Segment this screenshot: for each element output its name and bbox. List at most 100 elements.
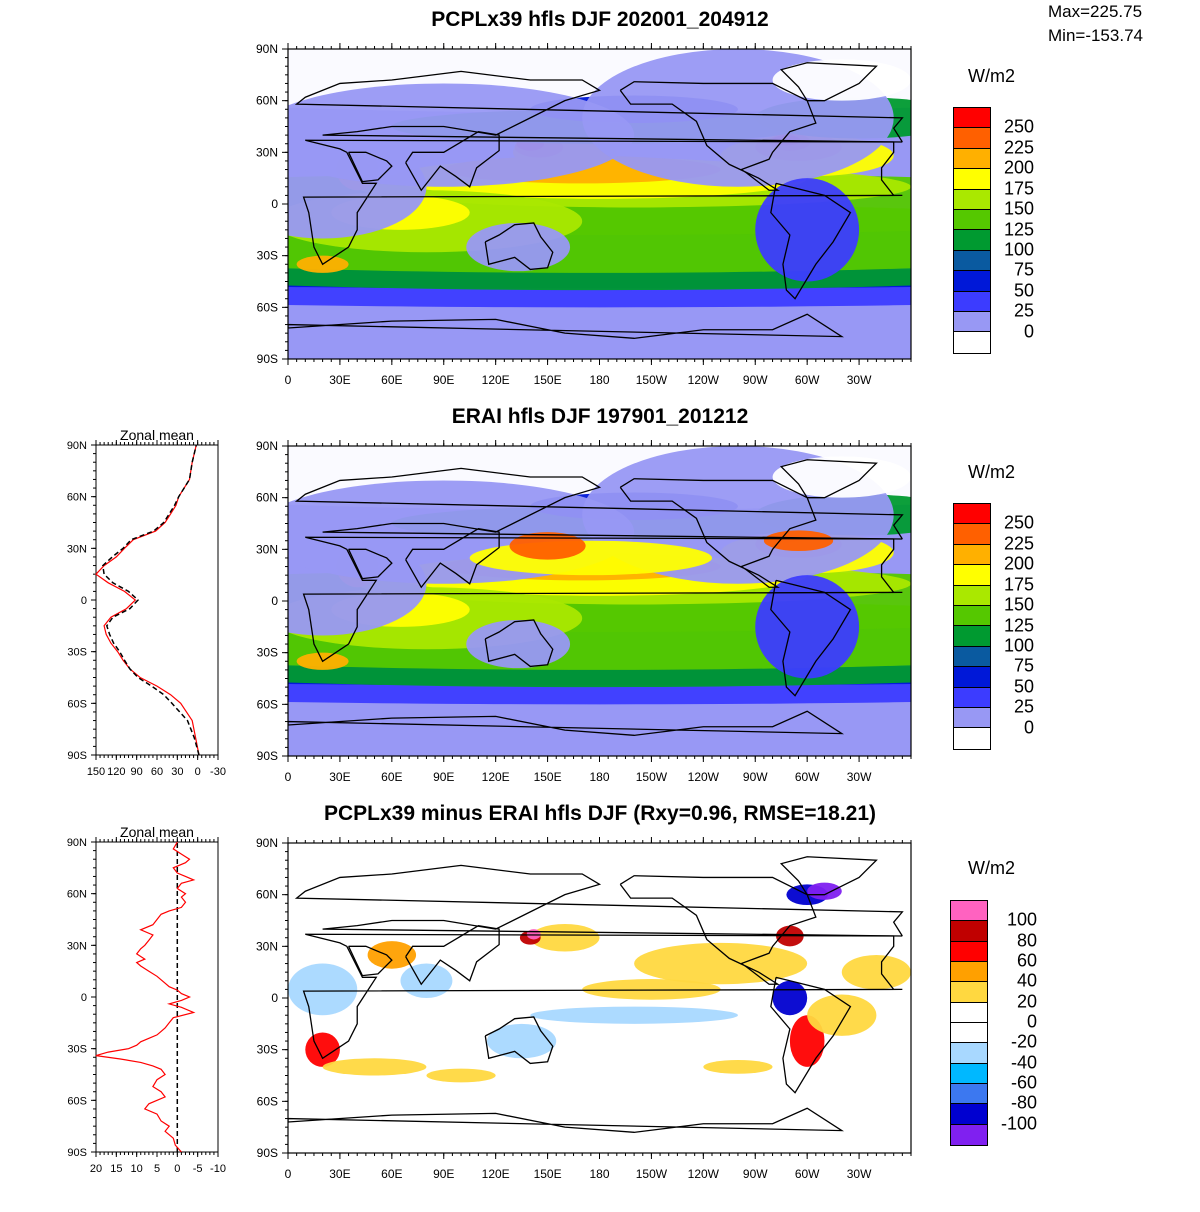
zonal-x-label: 5: [154, 1163, 160, 1175]
coastline: [347, 548, 393, 580]
field-blob: [772, 59, 911, 101]
colorbar-label: -60: [1010, 1072, 1037, 1093]
colorbar-swatch: [954, 312, 990, 333]
coastline: [405, 130, 500, 192]
zonal-diff-line: [95, 841, 196, 1153]
colorbar-label: 200: [1003, 157, 1034, 178]
colorbar-swatch: [954, 524, 990, 545]
lon-tick-label: 150W: [636, 770, 668, 784]
colorbar-swatch: [954, 504, 990, 525]
lat-tick-label: 0: [271, 991, 278, 1005]
field-blob: [469, 540, 712, 576]
coastline: [619, 81, 817, 191]
colorbar-label: -80: [1010, 1092, 1037, 1113]
lon-tick-label: 120W: [688, 373, 720, 387]
lon-tick-label: 120E: [482, 770, 510, 784]
colorbar-label: 75: [1013, 655, 1034, 676]
colorbar-label: 50: [1013, 676, 1034, 697]
zonal-lat-label: 60N: [67, 492, 87, 504]
coastline: [347, 151, 393, 183]
colorbar-label: 60: [1016, 950, 1037, 971]
colorbar-label: 25: [1013, 300, 1034, 321]
coastline: [770, 182, 852, 300]
lon-tick-label: 90E: [433, 770, 454, 784]
field-blob: [466, 619, 571, 669]
zonal-x-label: 0: [174, 1163, 180, 1175]
colorbar-label: 125: [1003, 219, 1034, 239]
colorbar-swatch: [954, 250, 990, 272]
lat-tick-label: 30N: [256, 145, 278, 159]
colorbar-swatch: [954, 565, 990, 586]
field-blob: [400, 963, 453, 998]
lat-tick-label: 0: [271, 197, 278, 211]
zonal-lat-label: 30S: [67, 647, 87, 659]
colorbar-swatch: [954, 646, 990, 668]
field-blob: [841, 954, 911, 990]
lon-tick-label: 180: [589, 1167, 609, 1181]
colorbar-swatch: [954, 210, 990, 231]
colorbar-swatch: [951, 1022, 987, 1044]
coastline: [347, 945, 393, 977]
lon-tick-label: 150E: [534, 770, 562, 784]
panel2-title: ERAI hfls DJF 197901_201212: [451, 405, 749, 428]
colorbar-swatch: [954, 687, 990, 709]
colorbar-swatch: [954, 291, 990, 313]
colorbar-label: 175: [1003, 178, 1034, 199]
zonal-lat-label: 60S: [67, 698, 87, 710]
lat-tick-label: 90S: [257, 1146, 278, 1160]
colorbar-1-unit: W/m2: [968, 66, 1015, 86]
field-blob: [367, 941, 417, 969]
colorbar-3-unit: W/m2: [968, 858, 1015, 878]
colorbar-2: [953, 503, 991, 750]
colorbar-1: [953, 107, 991, 354]
lon-tick-label: 150E: [534, 373, 562, 387]
map-field: [288, 446, 911, 756]
zonal-lat-label: 0: [81, 992, 87, 1004]
coastline: [288, 313, 845, 339]
colorbar-label: 100: [1003, 635, 1034, 656]
coastline: [302, 933, 903, 1060]
field-blob: [703, 1060, 773, 1074]
coastlines: [288, 856, 904, 1133]
coastline: [484, 619, 554, 668]
colorbar-swatch: [954, 626, 990, 647]
zonal-lat-label: 90S: [67, 750, 87, 762]
colorbar-label: 25: [1013, 696, 1034, 717]
colorbar-swatch: [951, 941, 987, 962]
lat-tick-label: 60S: [257, 300, 278, 314]
coastline: [770, 976, 852, 1094]
lon-tick-label: 0: [285, 1167, 292, 1181]
lon-tick-label: 90W: [743, 1167, 768, 1181]
zonal-lat-label: 90N: [67, 440, 87, 452]
colorbar-swatch: [951, 1083, 987, 1105]
field-blob: [426, 1068, 496, 1083]
lat-tick-label: 0: [271, 594, 278, 608]
coastline: [779, 62, 878, 102]
zonal-mean-title: Zonal mean: [120, 427, 194, 443]
zonal-lat-label: 30N: [67, 543, 87, 555]
lon-tick-label: 30W: [847, 1167, 872, 1181]
panel3-title: PCPLx39 minus ERAI hfls DJF (Rxy=0.96, R…: [323, 802, 877, 825]
coastline: [779, 459, 878, 499]
zonal-x-label: -5: [193, 1163, 203, 1175]
colorbar-swatch: [951, 1043, 987, 1064]
colorbar-label: 100: [1006, 909, 1037, 930]
lon-tick-label: 180: [589, 770, 609, 784]
field-blob: [807, 882, 842, 900]
colorbar-label: 0: [1026, 1011, 1037, 1032]
lon-tick-label: 180: [589, 373, 609, 387]
lon-tick-label: 60W: [795, 770, 820, 784]
colorbar-label: 150: [1003, 594, 1034, 615]
colorbar-label: 75: [1013, 259, 1034, 280]
coastline: [294, 467, 904, 540]
lon-tick-label: 120E: [482, 1167, 510, 1181]
colorbar-swatch: [954, 189, 990, 211]
map-field: [288, 843, 911, 1153]
lon-tick-label: 90W: [743, 373, 768, 387]
zonal-frame: [95, 444, 219, 756]
lon-tick-label: 90E: [433, 373, 454, 387]
colorbar-2-labels: 250 225 200 175 150 125 100 75 50 25 0: [990, 503, 1034, 748]
colorbar-3-labels: 100 80 60 40 20 0 -20 -40 -60 -80 -100: [987, 900, 1037, 1144]
